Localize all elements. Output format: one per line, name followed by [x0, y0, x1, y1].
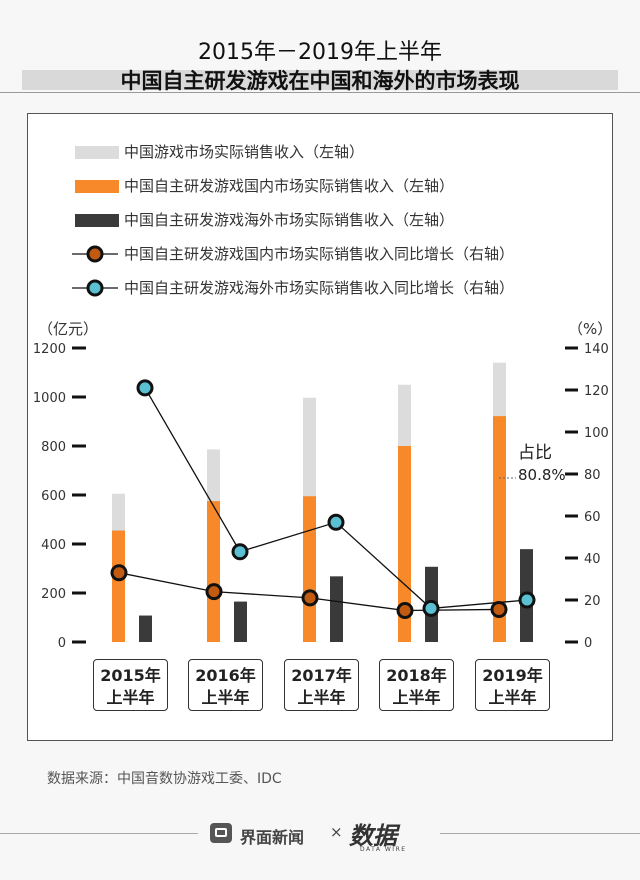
right-axis-tick-label: 60 [584, 510, 601, 525]
legend-swatch-marker [86, 279, 104, 297]
share-annotation-label: 占比 [518, 443, 552, 463]
datawire-logo-tagline: DATA WIRE [360, 846, 407, 853]
legend-label: 中国自主研发游戏国内市场实际销售收入（左轴） [124, 177, 455, 195]
x-axis-category-line: 2017年 [291, 666, 352, 685]
left-axis-tick-label: 1200 [33, 342, 66, 357]
marker-overseas-growth [518, 591, 536, 609]
left-axis-tick-label: 400 [41, 538, 66, 553]
marker-domestic-growth [301, 589, 319, 607]
left-axis-tick-label: 0 [58, 636, 66, 651]
bar-overseas [234, 601, 247, 642]
left-axis-tick-label: 1000 [33, 391, 66, 406]
legend-label: 中国自主研发游戏海外市场实际销售收入同比增长（右轴） [124, 279, 515, 297]
chart-title-line1: 2015年－2019年上半年 [198, 40, 442, 65]
bar-domestic [207, 501, 220, 642]
left-axis-tick-label: 800 [41, 440, 66, 455]
marker-domestic-growth [490, 600, 508, 618]
left-axis-tick-label: 600 [41, 489, 66, 504]
x-axis-category-line: 上半年 [297, 688, 346, 707]
marker-overseas-growth [136, 379, 154, 397]
footer-rule-left [0, 833, 198, 834]
marker-domestic-growth [396, 602, 414, 619]
data-source: 数据来源：中国音数协游戏工委、IDC [47, 771, 282, 787]
right-axis-tick-label: 100 [584, 426, 609, 441]
x-axis-category-line: 上半年 [201, 688, 250, 707]
bar-domestic [398, 446, 411, 642]
left-axis-tick-label: 200 [41, 587, 66, 602]
x-axis-category-line: 2019年 [482, 666, 543, 685]
legend-swatch [75, 180, 119, 193]
line-overseas-growth [144, 387, 528, 610]
bar-overseas [139, 615, 152, 642]
legend-label: 中国自主研发游戏海外市场实际销售收入（左轴） [124, 211, 455, 229]
jiemian-logo-icon [210, 823, 232, 843]
chart-title-line2: 中国自主研发游戏在中国和海外的市场表现 [120, 69, 520, 93]
right-axis-tick-label: 20 [584, 594, 601, 609]
x-axis-category: 2016年上半年 [188, 659, 263, 711]
marker-overseas-growth [231, 543, 249, 561]
right-axis-tick-label: 80 [584, 468, 601, 483]
footer-separator: × [330, 823, 343, 841]
bar-domestic [493, 416, 506, 642]
title-highlight-band [22, 70, 618, 90]
x-axis-category-line: 上半年 [392, 688, 441, 707]
right-axis-tick-label: 0 [584, 636, 592, 651]
left-axis-unit: （亿元） [38, 320, 99, 338]
x-axis-category: 2018年上半年 [379, 659, 454, 711]
right-axis-tick-label: 40 [584, 552, 601, 567]
legend-swatch-marker [86, 245, 104, 263]
legend-swatch [75, 214, 119, 227]
x-axis-category: 2017年上半年 [284, 659, 359, 711]
datawire-logo-wordmark: 数据 [349, 822, 397, 850]
legend-label: 中国游戏市场实际销售收入（左轴） [124, 143, 365, 161]
x-axis-category-line: 2016年 [195, 666, 256, 685]
x-axis-category: 2019年上半年 [475, 659, 550, 711]
right-axis-tick-label: 140 [584, 342, 609, 357]
marker-domestic-growth [205, 583, 223, 601]
legend-swatch [75, 146, 119, 159]
marker-overseas-growth [327, 513, 345, 531]
marker-overseas-growth [422, 599, 440, 617]
right-axis-unit: （%） [568, 320, 613, 338]
x-axis-category-line: 2018年 [386, 666, 447, 685]
right-axis-tick-label: 120 [584, 384, 609, 399]
bar-domestic [303, 496, 316, 642]
share-annotation-value: 80.8% [518, 466, 566, 484]
footer-brand: 界面新闻 [240, 828, 305, 847]
marker-domestic-growth [110, 564, 128, 582]
title-divider [0, 92, 640, 93]
x-axis-category: 2015年上半年 [93, 659, 168, 711]
x-axis-category-line: 上半年 [106, 688, 155, 707]
bar-overseas [330, 576, 343, 642]
legend-label: 中国自主研发游戏国内市场实际销售收入同比增长（右轴） [124, 245, 515, 263]
x-axis-category-line: 2015年 [100, 666, 161, 685]
x-axis-category-line: 上半年 [488, 688, 537, 707]
bar-domestic [112, 530, 125, 642]
footer-rule-right [440, 833, 640, 834]
